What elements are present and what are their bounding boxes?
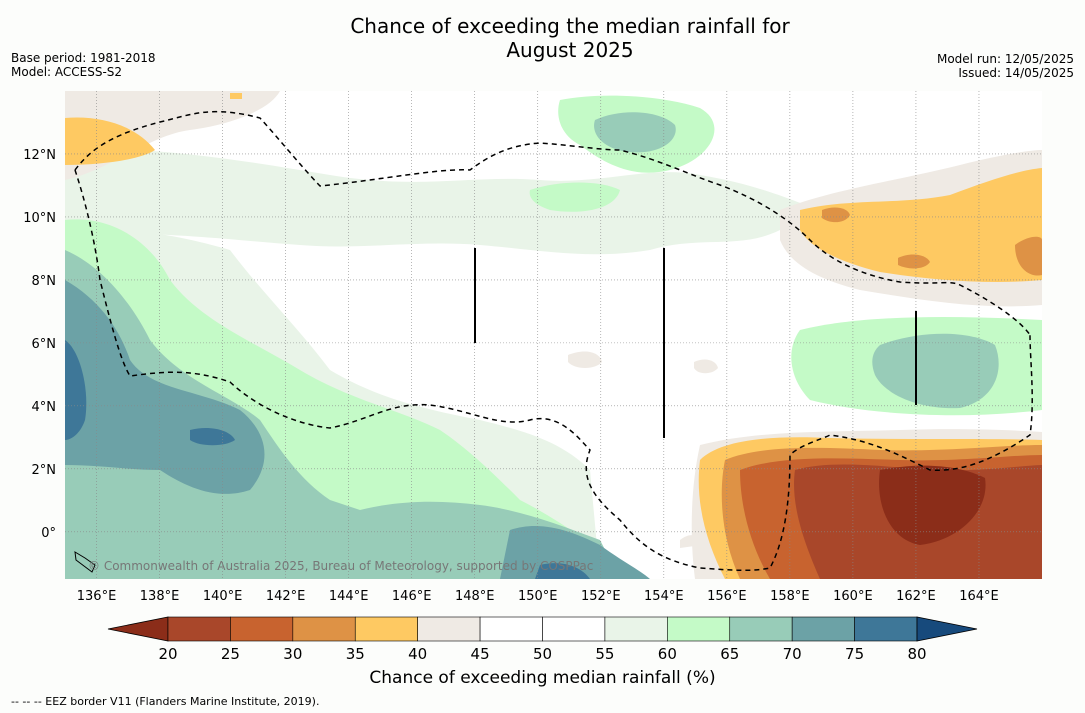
eez-border-west xyxy=(74,169,1033,572)
colorbar-segment xyxy=(167,616,231,642)
graticule xyxy=(65,91,1042,579)
contour-55-60-north xyxy=(65,149,820,255)
contour-35-40-northeast xyxy=(800,168,1042,283)
colorbar-segment xyxy=(729,616,793,642)
latitude-labels: 12°N 10°N 8°N 6°N 4°N 2°N 0° xyxy=(23,148,56,541)
colorbar-tick-label: 25 xyxy=(221,645,240,663)
latitude-tick-label: 0° xyxy=(41,526,56,541)
longitude-tick-label: 138°E xyxy=(140,589,180,604)
colorbar-tick-label: 30 xyxy=(283,645,302,663)
contour-40-45-patch3 xyxy=(680,535,702,548)
title-line-2: August 2025 xyxy=(506,38,634,62)
colorbar-tick-label: 35 xyxy=(346,645,365,663)
contour-30-35-ne3 xyxy=(1015,236,1042,276)
contour-65-70-north xyxy=(594,112,676,153)
colorbar-segment xyxy=(542,616,606,642)
latitude-tick-label: 2°N xyxy=(32,463,57,478)
longitude-tick-label: 144°E xyxy=(329,589,369,604)
model-run: Model run: 12/05/2025 xyxy=(936,52,1074,66)
colorbar-tick-label: 55 xyxy=(595,645,614,663)
contour-65-70-east xyxy=(872,333,999,409)
contour-40-45-patch1 xyxy=(568,351,602,368)
longitude-tick-label: 162°E xyxy=(896,589,936,604)
colorbar-segment xyxy=(479,616,543,642)
contour-75-80-west xyxy=(65,340,87,440)
colorbar-tick-label: 45 xyxy=(471,645,490,663)
colorbar-segment xyxy=(667,616,731,642)
contour-below-20-southeast xyxy=(879,465,986,545)
land-outline xyxy=(74,551,96,573)
longitude-tick-label: 160°E xyxy=(833,589,873,604)
contour-75-80-patch xyxy=(190,428,235,446)
eez-borders xyxy=(74,110,1033,572)
latitude-tick-label: 10°N xyxy=(23,211,56,226)
longitude-labels: 136°E 138°E 140°E 142°E 144°E 146°E 148°E 150°E… xyxy=(77,589,999,604)
longitude-tick-label: 146°E xyxy=(392,589,432,604)
rainfall-contours xyxy=(65,91,1042,579)
contour-35-40-patch xyxy=(230,93,242,99)
issued-date: Issued: 14/05/2025 xyxy=(958,66,1074,80)
title-line-1: Chance of exceeding the median rainfall … xyxy=(350,14,790,38)
contour-35-40-northwest xyxy=(65,117,155,165)
latitude-tick-label: 12°N xyxy=(23,148,56,163)
longitude-tick-label: 142°E xyxy=(266,589,306,604)
longitude-tick-label: 148°E xyxy=(455,589,495,604)
colorbar-segment xyxy=(604,616,668,642)
colorbar-tick-label: 60 xyxy=(658,645,677,663)
longitude-tick-label: 140°E xyxy=(203,589,243,604)
colorbar-tick-label: 50 xyxy=(533,645,552,663)
contour-30-35-ne2 xyxy=(898,254,930,269)
colorbar-segment xyxy=(791,616,855,642)
colorbar-segment xyxy=(854,616,918,642)
base-period: Base period: 1981-2018 xyxy=(11,51,156,65)
longitude-tick-label: 150°E xyxy=(518,589,558,604)
colorbar-label: Chance of exceeding median rainfall (%) xyxy=(369,668,716,688)
colorbar-tick-label: 70 xyxy=(783,645,802,663)
latitude-tick-label: 4°N xyxy=(32,400,57,415)
meta-left: Base period: 1981-2018 Model: ACCESS-S2 xyxy=(11,51,156,79)
colorbar: 20 25 30 35 40 45 50 55 60 65 70 75 80 xyxy=(107,616,978,663)
longitude-tick-label: 156°E xyxy=(707,589,747,604)
longitude-tick-label: 164°E xyxy=(959,589,999,604)
reference-bars xyxy=(474,248,917,438)
meta-right: Model run: 12/05/2025 Issued: 14/05/2025 xyxy=(937,52,1074,80)
colorbar-tick-label: 65 xyxy=(720,645,739,663)
colorbar-over-arrow xyxy=(916,616,978,642)
eez-border-palau-fsm xyxy=(74,110,1031,336)
colorbar-segment xyxy=(354,616,418,642)
contour-75-80-south xyxy=(535,563,590,579)
colorbar-tick-label: 80 xyxy=(907,645,926,663)
colorbar-segment xyxy=(230,616,294,642)
latitude-tick-label: 8°N xyxy=(32,274,57,289)
colorbar-under-arrow xyxy=(107,616,169,642)
longitude-tick-label: 154°E xyxy=(644,589,684,604)
colorbar-tick-label: 75 xyxy=(845,645,864,663)
footer-note: -- -- -- EEZ border V11 (Flanders Marine… xyxy=(11,695,320,708)
copyright-notice: © Commonwealth of Australia 2025, Bureau… xyxy=(88,559,593,573)
colorbar-segment xyxy=(292,616,356,642)
contour-65-70-west xyxy=(65,250,620,579)
colorbar-segment xyxy=(417,616,481,642)
longitude-tick-label: 136°E xyxy=(77,589,117,604)
model-name: Model: ACCESS-S2 xyxy=(11,65,123,79)
contour-40-45-patch2 xyxy=(694,359,718,374)
longitude-tick-label: 152°E xyxy=(581,589,621,604)
colorbar-tick-label: 20 xyxy=(158,645,177,663)
contour-30-35-ne1 xyxy=(822,207,850,223)
chart-title: Chance of exceeding the median rainfall … xyxy=(0,14,1085,62)
latitude-tick-label: 6°N xyxy=(32,337,57,352)
longitude-tick-label: 158°E xyxy=(770,589,810,604)
colorbar-tick-label: 40 xyxy=(408,645,427,663)
contour-60-65-mid xyxy=(529,182,620,212)
